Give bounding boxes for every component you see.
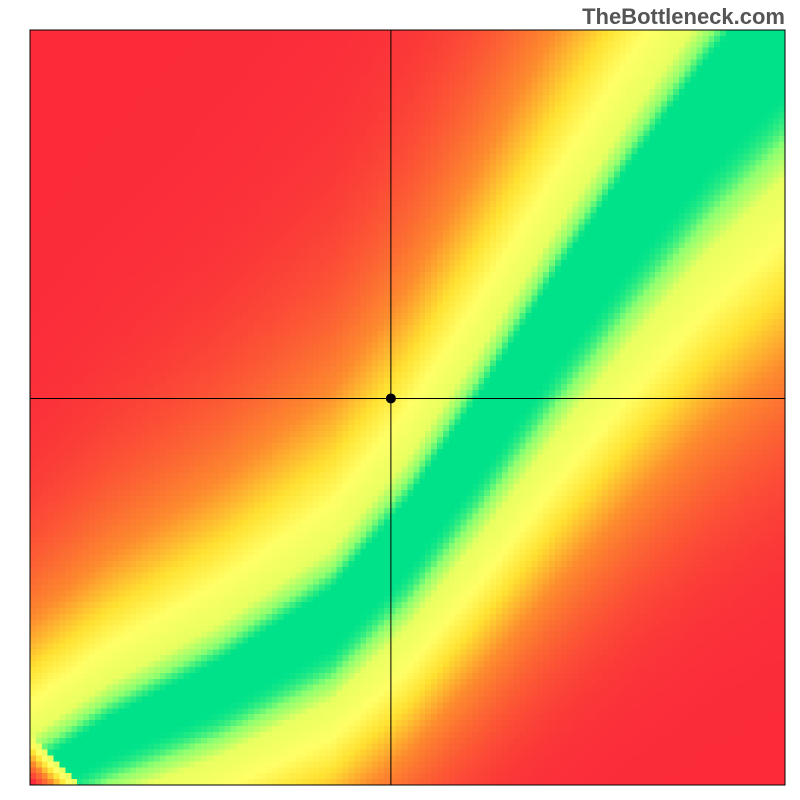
plot-border	[30, 30, 785, 785]
chart-container: TheBottleneck.com	[0, 0, 800, 800]
overlay-svg	[0, 0, 800, 800]
watermark-text: TheBottleneck.com	[582, 4, 785, 30]
crosshair-marker	[386, 393, 396, 403]
